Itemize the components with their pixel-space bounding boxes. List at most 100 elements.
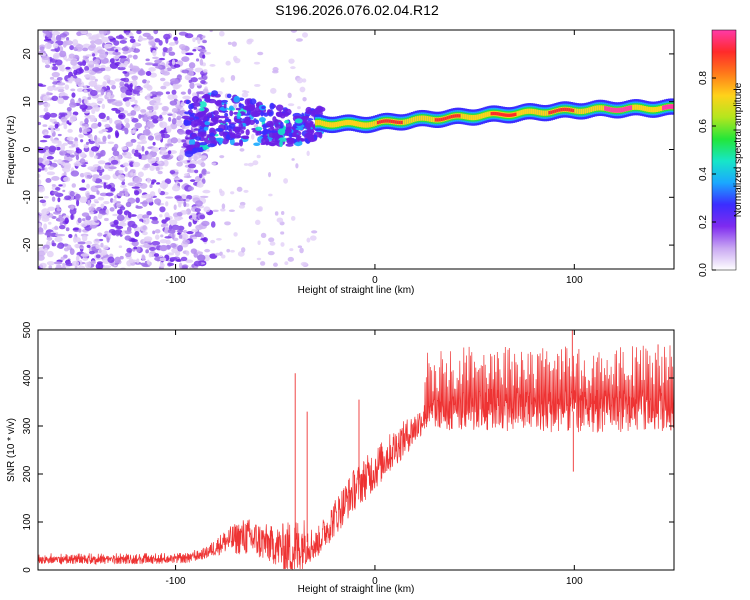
- noise-blob: [79, 151, 86, 158]
- noise-blob: [100, 88, 105, 96]
- noise-blob: [193, 266, 198, 269]
- noise-blob: [84, 65, 90, 72]
- noise-blob: [60, 144, 66, 151]
- noise-blob: [163, 81, 171, 87]
- turbulent-blob: [276, 114, 283, 117]
- turbulent-blob: [232, 142, 241, 146]
- noise-blob: [138, 114, 142, 119]
- noise-blob: [306, 150, 310, 157]
- noise-blob: [93, 59, 101, 65]
- turbulent-blob: [192, 147, 202, 153]
- noise-blob: [168, 46, 173, 52]
- noise-blob: [52, 65, 59, 71]
- noise-blob: [202, 69, 208, 73]
- ridge-band: [658, 106, 661, 112]
- noise-blob: [38, 215, 41, 222]
- ridge-band: [317, 120, 320, 126]
- turbulent-blob: [244, 116, 251, 124]
- noise-blob: [71, 183, 77, 188]
- ridge-band: [578, 108, 581, 115]
- noise-blob: [145, 62, 154, 66]
- noise-blob: [76, 88, 84, 93]
- ridge-band: [650, 107, 653, 113]
- turbulent-blob: [294, 118, 303, 124]
- spectrogram-y-tick-label: 10: [22, 96, 33, 108]
- noise-blob: [136, 246, 141, 253]
- ridge-peak: [454, 114, 458, 118]
- noise-blob: [177, 232, 181, 235]
- turbulent-blob: [209, 132, 216, 138]
- noise-blob: [177, 129, 185, 135]
- noise-blob: [38, 185, 46, 193]
- noise-blob: [114, 130, 119, 137]
- noise-blob: [133, 246, 138, 250]
- noise-blob: [165, 63, 170, 68]
- noise-blob: [191, 228, 199, 233]
- noise-blob: [85, 240, 93, 246]
- ridge-peak: [380, 119, 384, 124]
- noise-blob: [145, 249, 149, 254]
- noise-blob: [144, 240, 152, 244]
- ridge-band: [412, 116, 416, 123]
- turbulent-blob: [215, 127, 224, 132]
- ridge-peak: [672, 104, 674, 109]
- snr-x-tick-label: -100: [166, 576, 186, 587]
- noise-blob: [84, 98, 89, 105]
- noise-blob: [194, 169, 199, 174]
- noise-blob: [155, 65, 163, 69]
- noise-blob: [51, 176, 60, 181]
- ridge-band: [424, 115, 428, 121]
- noise-blob: [44, 232, 53, 236]
- noise-blob: [233, 55, 238, 62]
- noise-blob: [130, 129, 136, 134]
- noise-blob: [288, 58, 295, 64]
- noise-blob: [125, 122, 130, 129]
- noise-blob: [113, 40, 120, 46]
- spectrogram-y-axis-label: Frequency (Hz): [6, 116, 17, 185]
- noise-blob: [62, 189, 66, 193]
- noise-blob: [94, 178, 103, 184]
- noise-blob: [129, 169, 136, 173]
- noise-blob: [57, 88, 65, 93]
- ridge-band: [576, 108, 579, 114]
- noise-blob: [103, 200, 110, 205]
- turbulent-blob: [271, 138, 278, 142]
- snr-y-axis-label: SNR (10 * v/v): [6, 418, 17, 482]
- noise-blob: [51, 139, 60, 144]
- ridge-band: [478, 114, 482, 120]
- noise-blob: [87, 199, 91, 206]
- turbulent-blob: [224, 112, 229, 117]
- turbulent-blob: [288, 132, 293, 139]
- noise-blob: [101, 103, 106, 110]
- noise-blob: [168, 42, 176, 46]
- noise-blob: [172, 94, 178, 100]
- noise-blob: [127, 156, 132, 159]
- ridge-band: [323, 121, 326, 127]
- noise-blob: [119, 81, 125, 87]
- noise-blob: [142, 214, 150, 219]
- noise-blob: [43, 247, 48, 254]
- noise-blob: [146, 35, 154, 40]
- ridge-band: [640, 105, 643, 111]
- noise-blob: [67, 244, 72, 251]
- noise-blob: [161, 111, 167, 116]
- noise-blob: [220, 254, 226, 259]
- snr-marks: [38, 330, 674, 570]
- noise-blob: [61, 183, 67, 188]
- noise-blob: [256, 257, 262, 261]
- noise-blob: [267, 172, 272, 178]
- ridge-band: [362, 122, 366, 128]
- noise-blob: [169, 219, 178, 226]
- ridge-band: [355, 121, 358, 127]
- noise-blob: [58, 46, 64, 52]
- noise-blob: [121, 146, 128, 151]
- noise-blob: [56, 208, 62, 212]
- noise-blob: [45, 178, 52, 183]
- turbulent-blob: [188, 138, 196, 146]
- noise-blob: [120, 92, 127, 99]
- noise-blob: [38, 173, 41, 178]
- turbulent-blob: [266, 120, 275, 127]
- noise-blob: [106, 91, 111, 98]
- noise-blob: [119, 206, 126, 211]
- noise-blob: [161, 155, 168, 160]
